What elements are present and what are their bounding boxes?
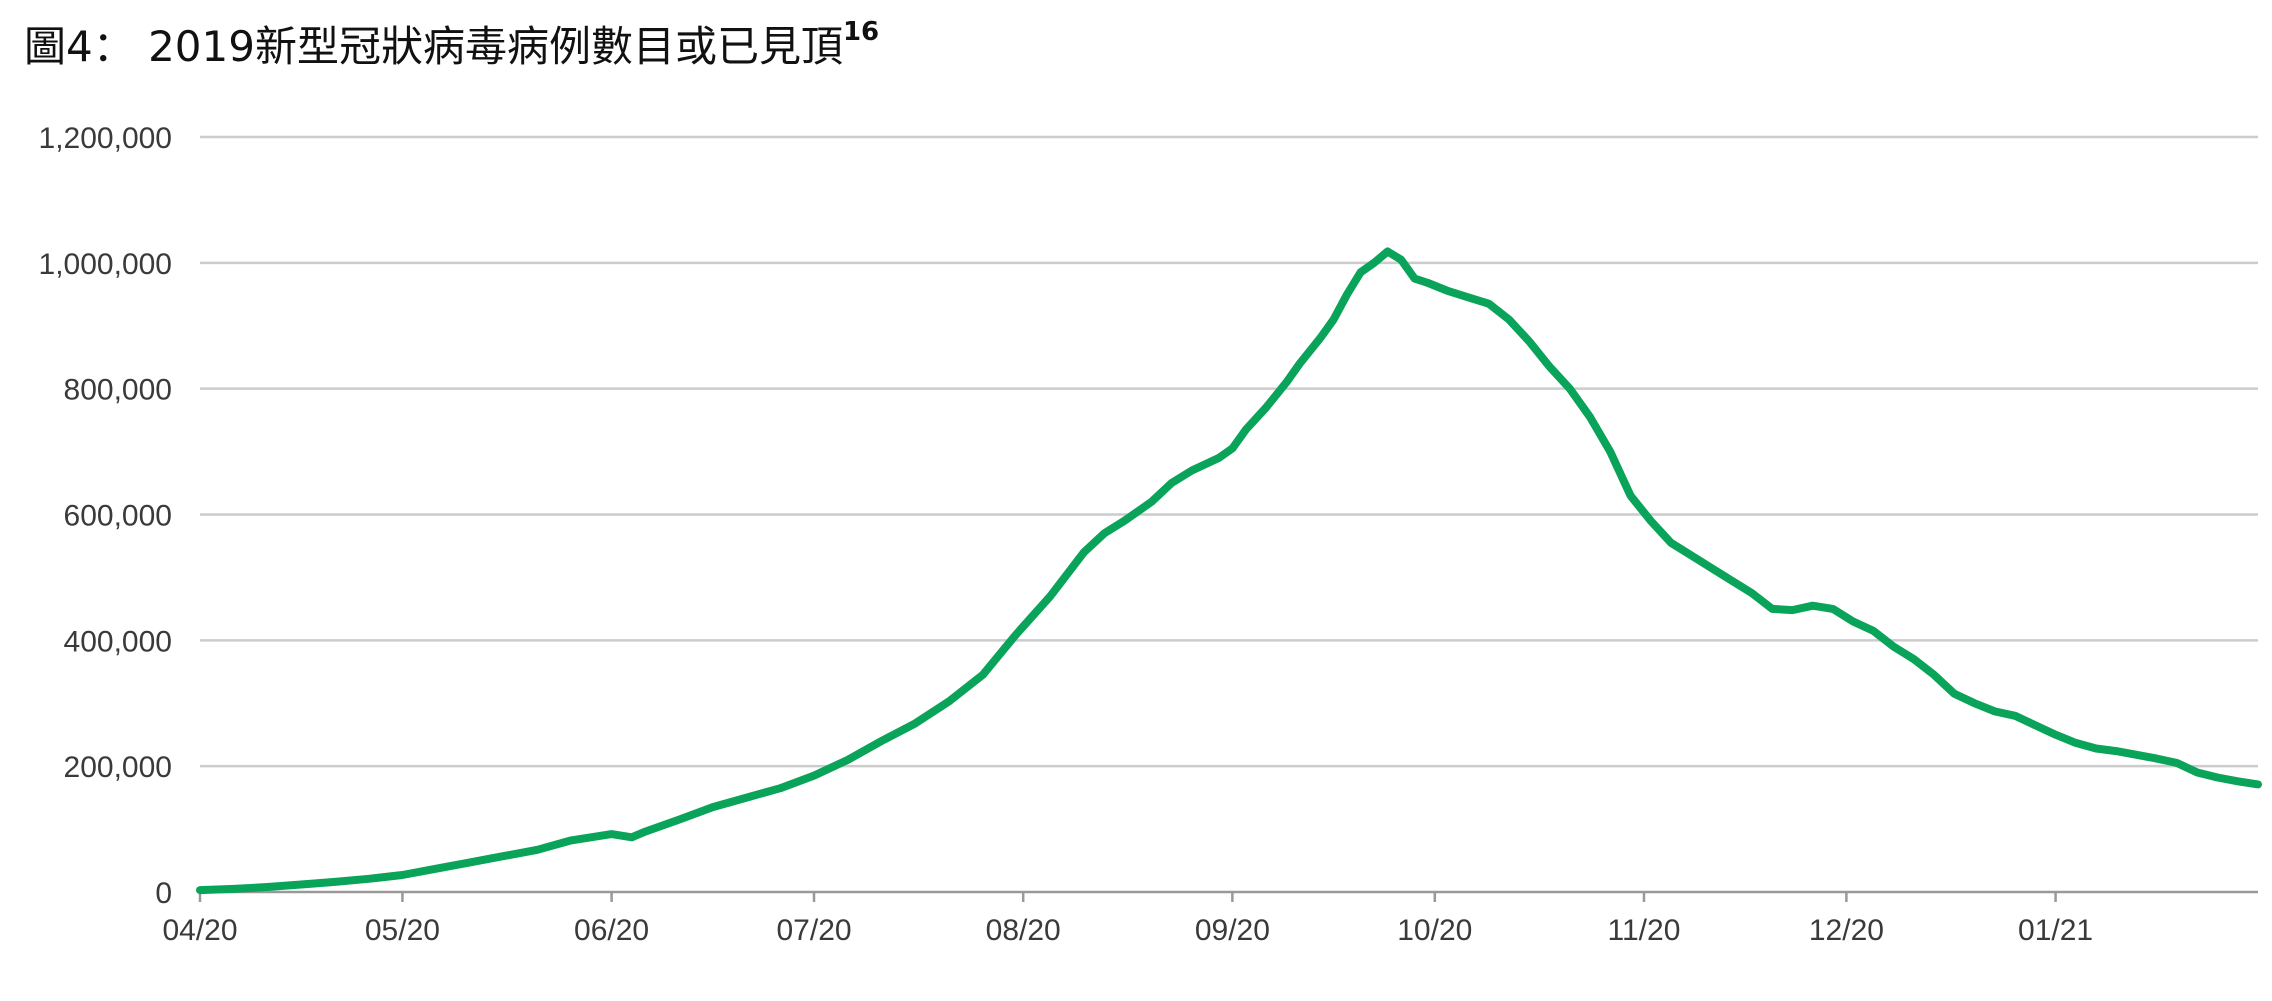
chart-title-text: 圖4： 2019新型冠狀病毒病例數目或已見頂 xyxy=(24,22,843,71)
y-tick-label: 800,000 xyxy=(64,374,172,407)
x-tick-label: 10/20 xyxy=(1397,914,1472,947)
y-tick-label: 1,200,000 xyxy=(39,122,172,155)
y-tick-label: 600,000 xyxy=(64,500,172,533)
x-tick-label: 07/20 xyxy=(776,914,851,947)
x-tick-label: 01/21 xyxy=(2018,914,2093,947)
x-tick-label: 12/20 xyxy=(1809,914,1884,947)
x-tick-label: 04/20 xyxy=(162,914,237,947)
x-tick-label: 06/20 xyxy=(574,914,649,947)
y-tick-label: 1,000,000 xyxy=(39,248,172,281)
chart-title-footnote: 16 xyxy=(842,17,880,47)
x-tick-label: 05/20 xyxy=(365,914,440,947)
x-tick-label: 08/20 xyxy=(986,914,1061,947)
series-line xyxy=(196,247,2262,895)
x-tick-label: 09/20 xyxy=(1195,914,1270,947)
y-tick-label: 0 xyxy=(155,877,172,910)
x-tick-label: 11/20 xyxy=(1608,914,1681,947)
chart-title: 圖4： 2019新型冠狀病毒病例數目或已見頂16 xyxy=(24,19,879,72)
y-tick-label: 200,000 xyxy=(64,751,172,784)
y-tick-label: 400,000 xyxy=(64,625,172,658)
